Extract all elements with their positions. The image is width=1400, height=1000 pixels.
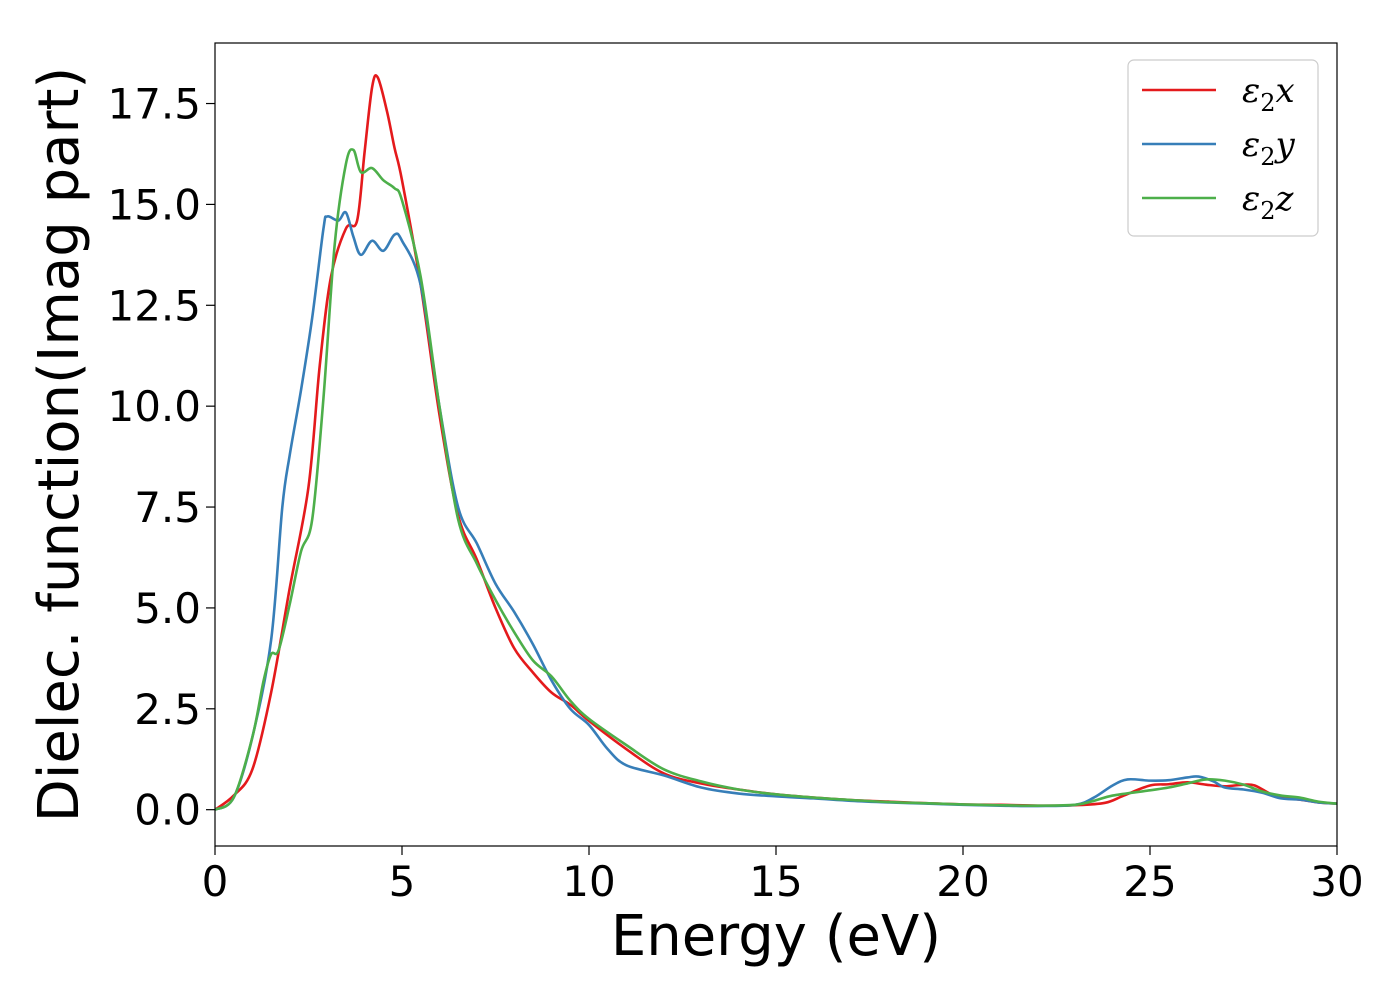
series-line-2 (215, 210, 1337, 811)
y-axis: 0.0 2.5 5.0 7.5 10.0 12.5 15.0 17.5 (107, 80, 215, 835)
series-layer (215, 74, 1337, 811)
x-tick-label: 10 (562, 857, 615, 906)
y-tick-label: 17.5 (107, 80, 201, 129)
y-tick-label: 15.0 (107, 180, 201, 229)
x-tick-label: 20 (936, 857, 989, 906)
x-axis: 0 5 10 15 20 25 30 (202, 846, 1364, 906)
y-tick-label: 2.5 (134, 685, 201, 734)
y-tick-label: 7.5 (134, 483, 201, 532)
x-tick-label: 25 (1123, 857, 1176, 906)
y-axis-label: Dielec. function(Imag part) (27, 67, 92, 823)
x-tick-label: 0 (202, 857, 229, 906)
x-tick-label: 15 (749, 857, 802, 906)
x-axis-label: Energy (eV) (611, 904, 941, 969)
y-tick-label: 0.0 (134, 786, 201, 835)
legend-label-3: ε2z (1242, 179, 1295, 225)
series-line-3 (215, 148, 1337, 811)
y-tick-label: 10.0 (107, 382, 201, 431)
legend: ε2x ε2y ε2z (1127, 59, 1319, 237)
y-tick-label: 12.5 (107, 281, 201, 330)
x-tick-label: 30 (1310, 857, 1363, 906)
legend-label-2: ε2y (1242, 125, 1296, 171)
legend-box (1127, 59, 1319, 237)
y-tick-label: 5.0 (134, 584, 201, 633)
x-tick-label: 5 (389, 857, 416, 906)
legend-label-1: ε2x (1242, 71, 1295, 117)
